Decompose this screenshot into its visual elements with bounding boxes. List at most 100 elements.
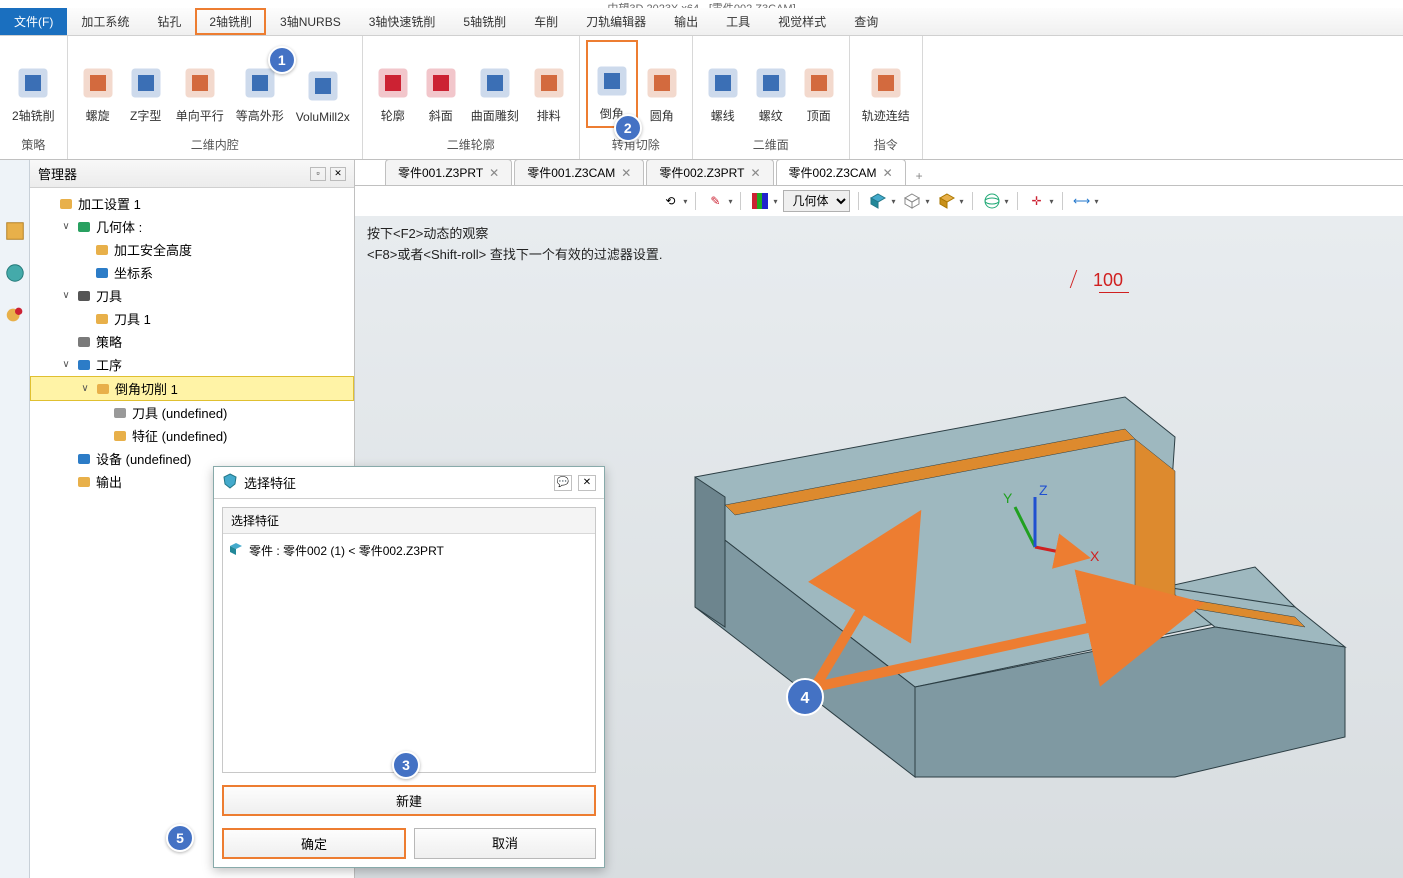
part-icon	[229, 542, 243, 559]
ribbon-volumill[interactable]: VoluMill2x	[290, 40, 356, 128]
ribbon-topface[interactable]: 顶面	[795, 40, 843, 128]
slope-icon	[423, 63, 459, 103]
ribbon-group-title: 二维面	[693, 132, 849, 159]
close-tab-icon[interactable]: ✕	[750, 166, 760, 180]
svg-text:X: X	[1090, 548, 1100, 564]
tree-row[interactable]: 刀具 1	[30, 307, 354, 330]
menu-车削[interactable]: 车削	[520, 8, 572, 35]
ribbon-unidir[interactable]: 单向平行	[170, 40, 230, 128]
tree-label: 策略	[96, 332, 122, 351]
new-tab-button[interactable]: +	[908, 167, 931, 185]
vt-measure-icon[interactable]: ⟷	[1071, 190, 1093, 212]
layers-icon	[94, 242, 110, 258]
chamfer-icon	[594, 61, 630, 101]
ribbon-label: 螺线	[711, 107, 735, 124]
mgr-btn-2[interactable]: ✕	[330, 167, 346, 181]
dlg-feature-list[interactable]: 零件 : 零件002 (1) < 零件002.Z3PRT	[223, 534, 595, 772]
tree-row[interactable]: 加工安全高度	[30, 238, 354, 261]
menu-加工系统[interactable]: 加工系统	[67, 8, 143, 35]
vt-cube2-icon[interactable]	[901, 190, 923, 212]
ribbon-link[interactable]: 轨迹连结	[856, 40, 916, 128]
sb-icon-3[interactable]	[4, 304, 26, 326]
gear-icon	[76, 334, 92, 350]
tree-row[interactable]: 策略	[30, 330, 354, 353]
badge-2: 2	[614, 114, 642, 142]
menu-钻孔[interactable]: 钻孔	[143, 8, 195, 35]
vt-target-icon[interactable]: ✛	[1026, 190, 1048, 212]
vt-brush-icon[interactable]: ✎	[704, 190, 726, 212]
ribbon-chamfer[interactable]: 倒角2	[586, 40, 638, 128]
ribbon-label: 曲面雕刻	[471, 107, 519, 124]
sb-icon-2[interactable]	[4, 262, 26, 284]
menu-查询[interactable]: 查询	[840, 8, 892, 35]
menu-5轴铣削[interactable]: 5轴铣削	[449, 8, 520, 35]
ribbon-profile[interactable]: 轮廓	[369, 40, 417, 128]
ribbon-zshape[interactable]: Z字型	[122, 40, 170, 128]
doc-tab[interactable]: 零件001.Z3CAM✕	[514, 159, 644, 185]
link-icon	[868, 63, 904, 103]
ribbon-engrave[interactable]: 曲面雕刻	[465, 40, 525, 128]
tree-row[interactable]: ∨工序	[30, 353, 354, 376]
tree-label: 特征 (undefined)	[132, 426, 227, 445]
menu-输出[interactable]: 输出	[660, 8, 712, 35]
ribbon-thread[interactable]: 螺纹	[747, 40, 795, 128]
vt-cube3-icon[interactable]	[936, 190, 958, 212]
tree-label: 刀具 1	[114, 309, 151, 328]
menu-2轴铣削[interactable]: 2轴铣削	[195, 8, 266, 35]
doc-tab[interactable]: 零件002.Z3PRT✕	[646, 159, 773, 185]
tree-row[interactable]: 刀具 (undefined)	[30, 401, 354, 424]
cancel-button[interactable]: 取消	[414, 828, 596, 859]
ribbon-stock[interactable]: 排料	[525, 40, 573, 128]
ok-button[interactable]: 确定	[222, 828, 406, 859]
tree-label: 坐标系	[114, 263, 153, 282]
menu-3轴快速铣削[interactable]: 3轴快速铣削	[355, 8, 450, 35]
tree-row[interactable]: ∨刀具	[30, 284, 354, 307]
menu-视觉样式[interactable]: 视觉样式	[764, 8, 840, 35]
view-toolbar: ⟲▾ ✎▾ ▾ 几何体 ▾ ▾ ▾ ▾ ✛▾ ⟷▾	[355, 186, 1403, 216]
tree-row[interactable]: 特征 (undefined)	[30, 424, 354, 447]
dlg-close-icon[interactable]: ✕	[578, 475, 596, 491]
manager-header: 管理器 ▫ ✕	[30, 160, 354, 188]
tree-label: 设备 (undefined)	[96, 449, 191, 468]
menu-3轴NURBS[interactable]: 3轴NURBS	[266, 8, 355, 35]
thread-icon	[753, 63, 789, 103]
tree-row[interactable]: ∨倒角切削 1	[30, 376, 354, 401]
doc-tab[interactable]: 零件002.Z3CAM✕	[776, 159, 906, 185]
sb-icon-1[interactable]	[4, 220, 26, 242]
doc-tab[interactable]: 零件001.Z3PRT✕	[385, 159, 512, 185]
output-icon	[76, 474, 92, 490]
ribbon-contour-eq[interactable]: 等高外形1	[230, 40, 290, 128]
new-button[interactable]: 新建	[222, 785, 596, 816]
ribbon: 2轴铣削策略螺旋Z字型单向平行等高外形1VoluMill2x二维内腔轮廓斜面曲面…	[0, 36, 1403, 160]
close-tab-icon[interactable]: ✕	[883, 166, 893, 180]
ribbon-spiral[interactable]: 螺旋	[74, 40, 122, 128]
vt-undo-icon[interactable]: ⟲	[659, 190, 681, 212]
tree-row[interactable]: 加工设置 1	[30, 192, 354, 215]
mgr-btn-1[interactable]: ▫	[310, 167, 326, 181]
close-tab-icon[interactable]: ✕	[489, 166, 499, 180]
profile-icon	[375, 63, 411, 103]
menu-工具[interactable]: 工具	[712, 8, 764, 35]
vt-cube1-icon[interactable]	[867, 190, 889, 212]
title-bar: 中望3D 2023X x64 - [零件002.Z3CAM]	[0, 0, 1403, 8]
vt-globe-icon[interactable]	[981, 190, 1003, 212]
vt-palette-icon[interactable]	[749, 190, 771, 212]
dlg-list-item[interactable]: 零件 : 零件002 (1) < 零件002.Z3PRT	[229, 540, 589, 561]
menu-刀轨编辑器[interactable]: 刀轨编辑器	[572, 8, 660, 35]
ribbon-slope[interactable]: 斜面	[417, 40, 465, 128]
tree-row[interactable]: 坐标系	[30, 261, 354, 284]
close-tab-icon[interactable]: ✕	[621, 166, 631, 180]
dlg-speech-icon[interactable]: 💬	[554, 475, 572, 491]
tool-icon	[94, 311, 110, 327]
file-menu[interactable]: 文件(F)	[0, 8, 67, 35]
ribbon-group-title: 策略	[0, 132, 67, 159]
filter-select[interactable]: 几何体	[783, 190, 850, 212]
ribbon-two-axis-mill[interactable]: 2轴铣削	[6, 40, 61, 128]
tree-row[interactable]: ∨几何体 :	[30, 215, 354, 238]
ribbon-group-title: 指令	[850, 132, 922, 159]
tree-label: 倒角切削 1	[115, 379, 178, 398]
tree-label: 刀具	[96, 286, 122, 305]
tree-label: 加工设置 1	[78, 194, 141, 213]
ribbon-fillet[interactable]: 圆角	[638, 40, 686, 128]
ribbon-helix[interactable]: 螺线	[699, 40, 747, 128]
